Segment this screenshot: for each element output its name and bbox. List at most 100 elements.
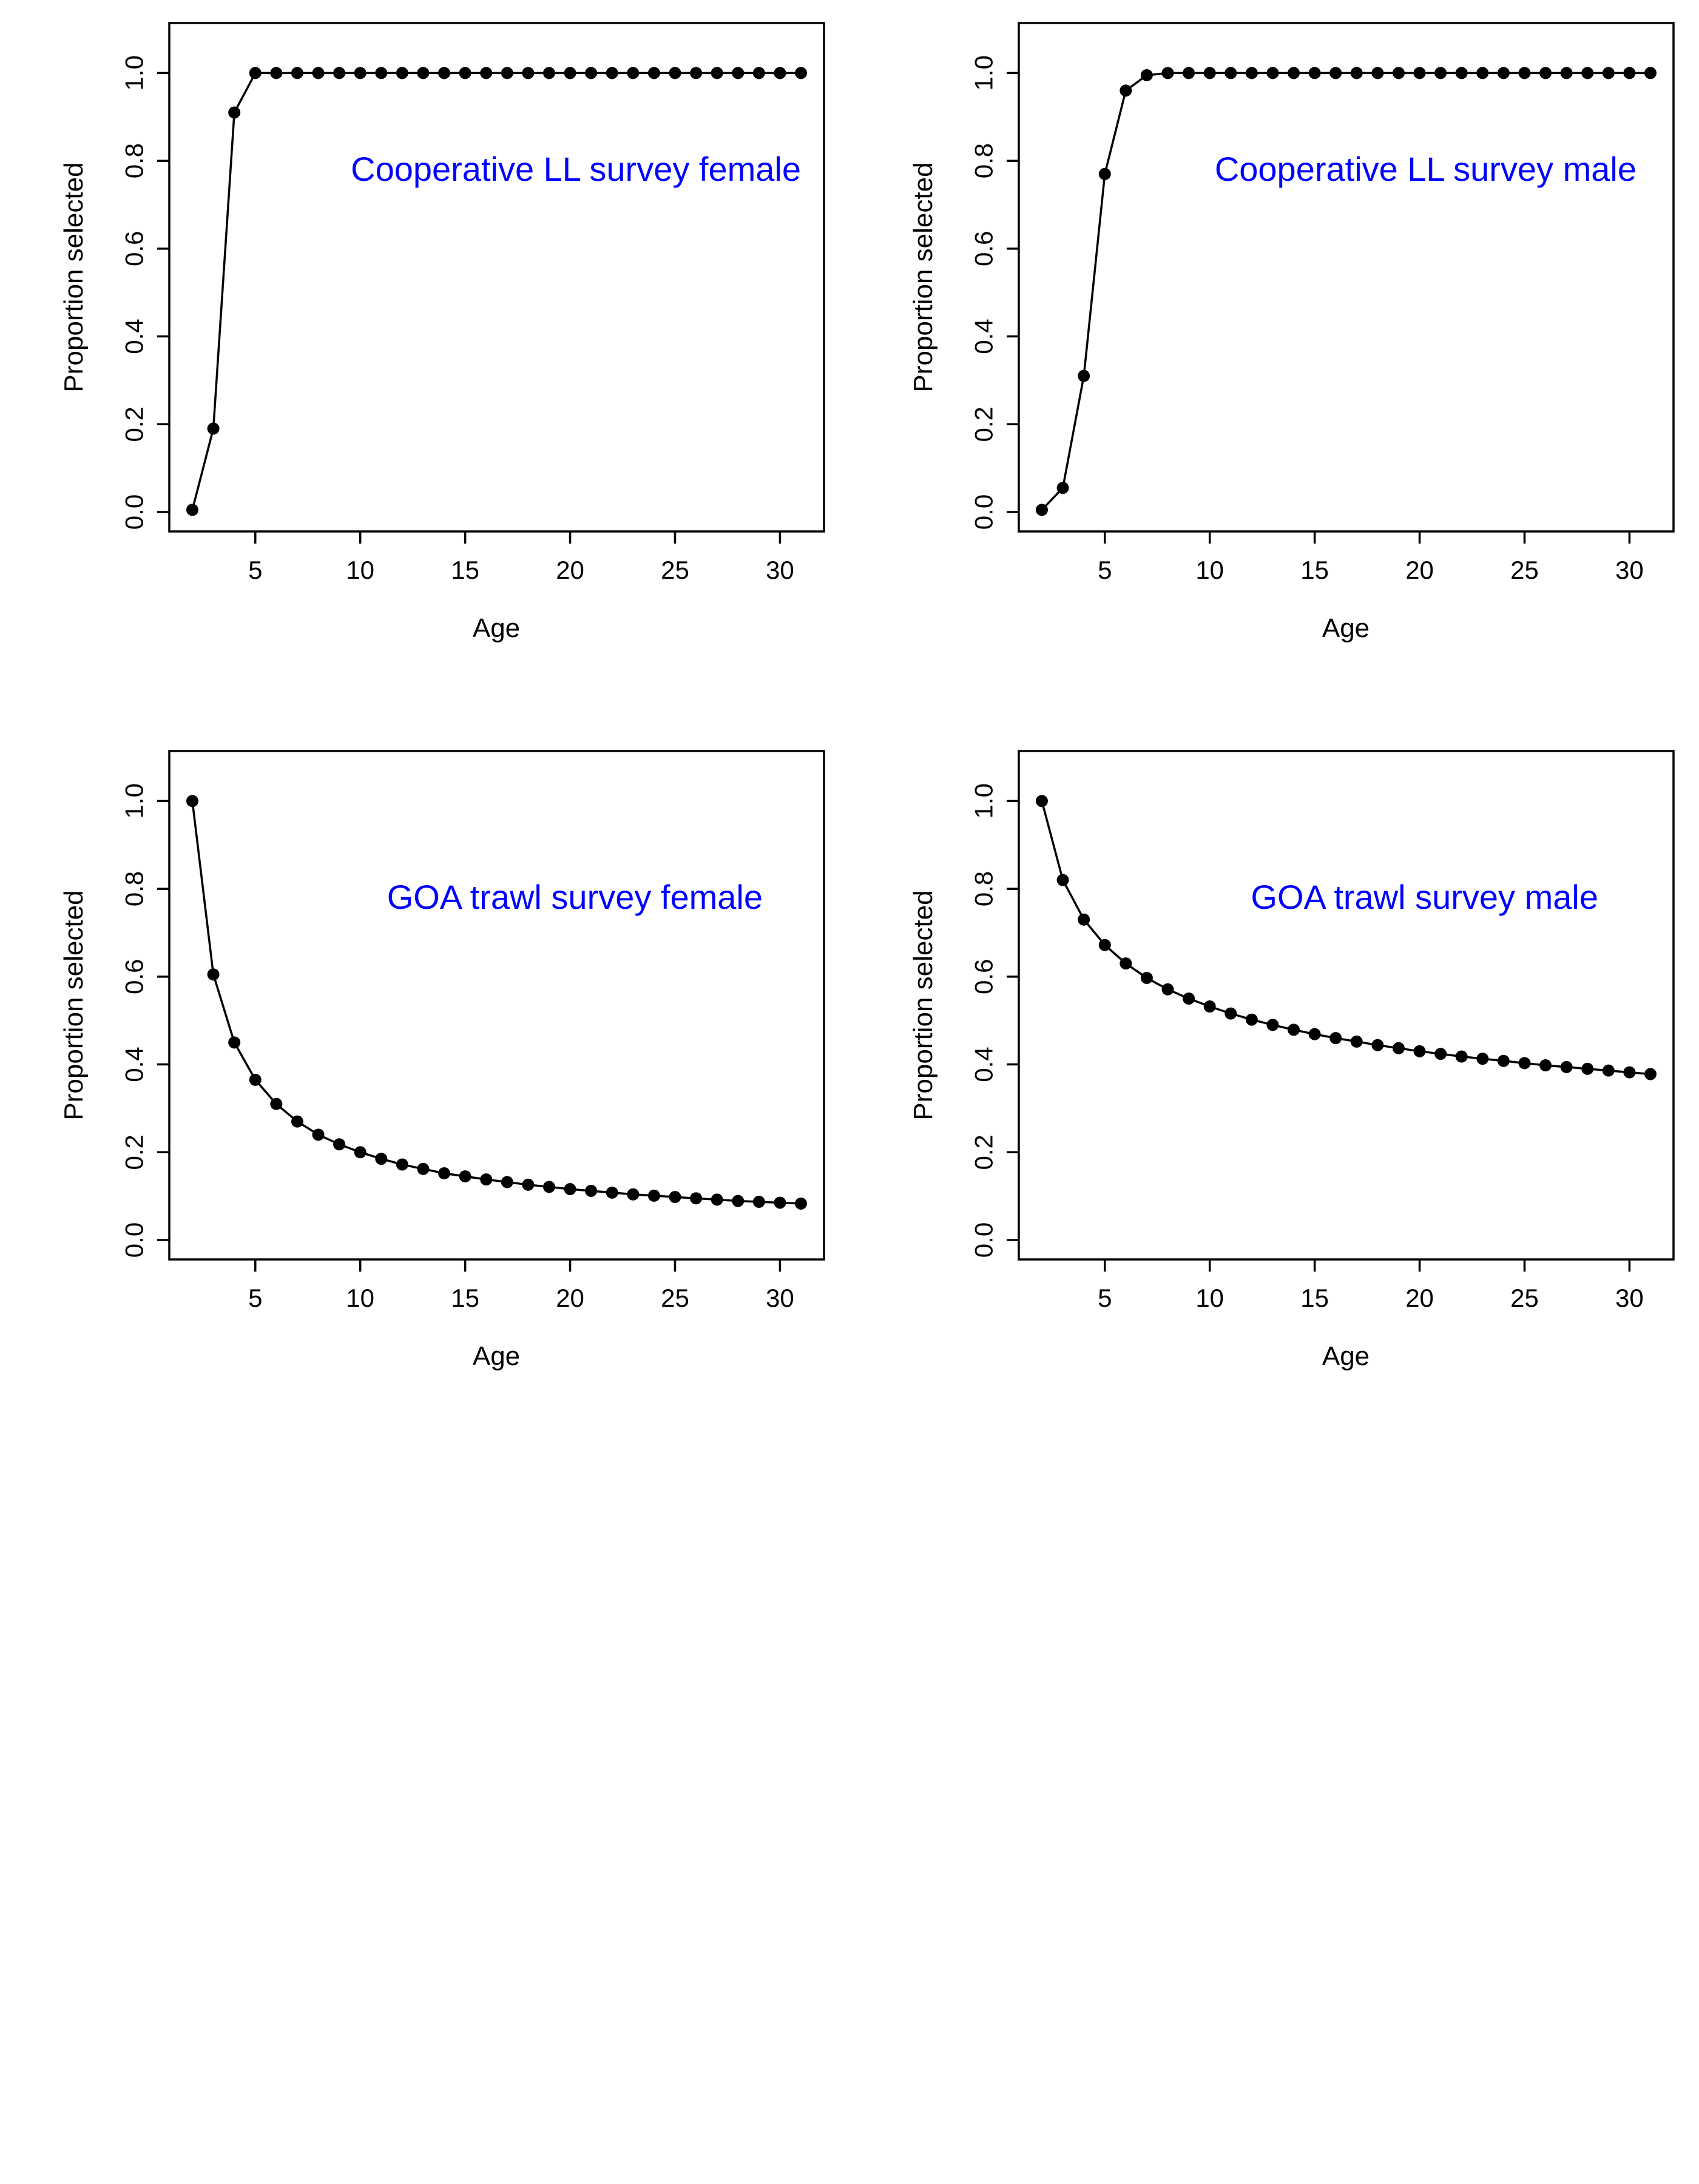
data-point: [1120, 957, 1132, 970]
plot-frame: [1018, 22, 1675, 533]
data-point: [1371, 1039, 1384, 1051]
y-axis-label: Proportion selected: [59, 890, 89, 1120]
data-point: [1098, 939, 1111, 951]
data-point: [647, 1189, 660, 1202]
data-point: [1078, 913, 1090, 926]
y-axis: 0.0 0.2 0.4 0.6 0.8 1.0: [970, 55, 1019, 530]
data-point: [1056, 482, 1069, 494]
data-point: [1455, 67, 1468, 79]
x-tick-label: 25: [661, 1284, 689, 1312]
series-markers: [1036, 67, 1657, 516]
data-point: [1413, 67, 1426, 79]
y-axis-label: Proportion selected: [908, 162, 938, 392]
y-tick-label: 0.4: [970, 318, 998, 354]
data-point: [1539, 67, 1552, 79]
data-point: [396, 1158, 408, 1171]
data-point: [480, 1173, 493, 1186]
data-point: [333, 67, 346, 79]
data-point: [522, 1178, 535, 1191]
x-tick-label: 30: [766, 1284, 794, 1312]
data-point: [291, 1115, 303, 1128]
y-tick-label: 0.2: [120, 1134, 149, 1170]
x-axis-label: Age: [473, 613, 520, 643]
data-point: [1560, 1060, 1573, 1073]
data-point: [542, 67, 555, 79]
data-point: [1140, 69, 1153, 81]
data-point: [186, 504, 198, 516]
data-point: [1539, 1059, 1552, 1071]
y-tick-label: 0.6: [970, 231, 998, 266]
data-point: [1644, 1068, 1657, 1080]
data-point: [1350, 67, 1363, 79]
data-point: [1098, 167, 1111, 180]
data-point: [606, 67, 618, 79]
y-tick-label: 1.0: [970, 55, 998, 90]
data-point: [522, 67, 535, 79]
data-point: [417, 67, 430, 79]
data-point: [627, 67, 640, 79]
y-tick-label: 0.8: [970, 143, 998, 178]
data-point: [1434, 67, 1447, 79]
data-point: [459, 1170, 471, 1183]
data-point: [375, 67, 388, 79]
data-point: [228, 106, 241, 119]
data-point: [417, 1162, 430, 1175]
data-point: [690, 67, 703, 79]
data-point: [1476, 67, 1489, 79]
data-point: [1266, 1019, 1279, 1031]
y-tick-label: 0.2: [120, 406, 149, 442]
data-point: [1224, 1007, 1237, 1020]
data-point: [1288, 67, 1300, 79]
x-tick-label: 10: [1195, 556, 1224, 584]
data-point: [606, 1186, 618, 1199]
data-point: [669, 1191, 681, 1204]
x-tick-label: 15: [451, 556, 479, 584]
data-point: [585, 1184, 598, 1197]
data-point: [501, 67, 513, 79]
data-point: [647, 67, 660, 79]
data-point: [1476, 1053, 1489, 1065]
x-axis: 5 10 15 20 25 30: [248, 1259, 794, 1312]
data-point: [249, 67, 262, 79]
data-point: [1245, 67, 1258, 79]
data-point: [795, 67, 807, 79]
data-point: [752, 67, 765, 79]
x-axis: 5 10 15 20 25 30: [1098, 1259, 1644, 1312]
x-tick-label: 20: [1405, 556, 1434, 584]
panel-bottom-left: 5 10 15 20 25 30 0.0 0.2 0.4 0.6 0.8 1.0 GOA trawl…: [59, 750, 825, 1371]
panel-annotation: GOA trawl survey male: [1251, 878, 1598, 916]
plot-frame: [168, 22, 825, 533]
data-point: [1623, 67, 1636, 79]
data-point: [774, 1196, 786, 1209]
data-point: [1140, 971, 1153, 984]
y-tick-label: 1.0: [970, 783, 998, 818]
x-tick-label: 10: [346, 556, 374, 584]
data-point: [1183, 993, 1195, 1005]
y-axis: 0.0 0.2 0.4 0.6 0.8 1.0: [120, 783, 169, 1258]
data-point: [333, 1138, 346, 1151]
data-point: [1434, 1048, 1447, 1060]
data-point: [207, 422, 220, 435]
x-tick-label: 5: [1098, 1284, 1112, 1312]
x-tick-label: 20: [556, 1284, 584, 1312]
x-tick-label: 5: [248, 1284, 262, 1312]
x-tick-label: 25: [661, 556, 689, 584]
data-point: [1183, 67, 1195, 79]
data-point: [1602, 67, 1615, 79]
x-tick-label: 5: [248, 556, 262, 584]
data-point: [1203, 67, 1216, 79]
x-tick-label: 5: [1098, 556, 1112, 584]
data-point: [1224, 67, 1237, 79]
data-point: [438, 1167, 451, 1180]
panel-top-right: 5 10 15 20 25 30 0.0 0.2 0.4 0.6 0.8 1.0 Cooperati…: [908, 22, 1675, 643]
data-point: [1455, 1050, 1468, 1063]
data-point: [270, 1097, 283, 1110]
data-point: [1497, 67, 1510, 79]
data-point: [1497, 1054, 1510, 1067]
y-axis: 0.0 0.2 0.4 0.6 0.8 1.0: [970, 783, 1019, 1258]
y-tick-label: 0.6: [970, 959, 998, 994]
data-point: [542, 1181, 555, 1193]
x-axis: 5 10 15 20 25 30: [1098, 531, 1644, 584]
y-tick-label: 0.6: [120, 959, 149, 994]
